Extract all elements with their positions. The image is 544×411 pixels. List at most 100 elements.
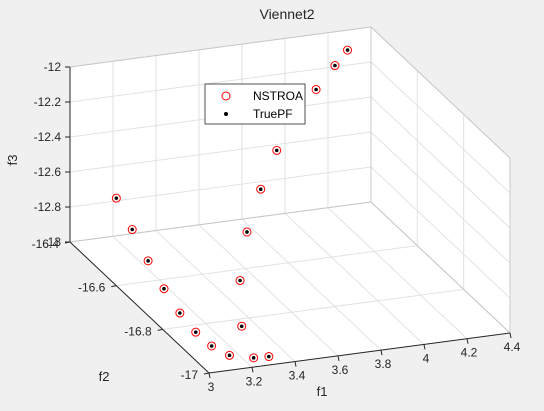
side-gridline-z-1 [370,166,511,299]
side-gridline-z-3 [370,96,511,229]
side-wall-panel [371,27,510,333]
x-tick-mark-0 [208,372,211,379]
floor-gridline-x-2 [155,230,296,362]
floor-gridline-x-6 [327,207,468,340]
x-tick-label-7: 4.4 [504,340,521,354]
floor-gridline-x-3 [198,224,339,357]
point-s0-0 [111,193,121,203]
plot-points [111,45,353,363]
axes-back-panels [69,26,511,374]
back-gridline-z-2 [69,131,372,173]
point-s1-14 [274,148,279,153]
point-s0-13 [256,184,266,194]
z-tick-label-3: -12.4 [34,130,62,144]
legend-label-nstroa: NSTROA [253,89,303,103]
point-s1-7 [227,353,232,358]
back-edge-3 [69,26,372,68]
point-s0-7 [225,350,234,360]
x-tick-mark-3 [337,355,340,361]
point-s0-2 [143,256,153,266]
point-s1-6 [209,344,214,348]
point-s1-12 [245,230,249,234]
point-s0-5 [191,327,201,337]
x-axis-line [208,332,511,374]
z-tick-label-1: -12.8 [34,200,62,214]
back-edge-5 [370,201,511,334]
legend-box [204,83,306,125]
floor-gridline-y-2 [116,245,418,287]
point-s1-9 [267,354,271,359]
z-tick-label-0: -13 [44,235,62,249]
x-tick-label-1: 3.2 [246,374,263,388]
point-s0-14 [272,145,282,155]
point-s0-8 [249,353,259,363]
x-tick-label-4: 3.8 [375,357,392,371]
side-gridline-z-4 [370,61,511,194]
point-s0-10 [237,321,247,331]
point-s0-3 [159,284,169,294]
point-s1-16 [314,87,318,92]
y-axis-line [69,241,210,374]
x-tick-label-0: 3 [208,380,215,394]
x-tick-label-5: 4 [423,351,430,365]
z-tick-label-4: -12.2 [34,95,62,109]
point-s1-10 [239,324,244,329]
side-gridline-z-2 [370,131,511,264]
point-s1-1 [130,227,135,232]
y-axis-label: f2 [99,369,110,384]
y-tick-label-2: -16.6 [78,281,106,295]
back-edge-4 [370,26,511,159]
point-s1-2 [146,259,150,263]
point-s1-17 [333,63,337,68]
x-tick-mark-5 [423,344,426,350]
x-tick-mark-2 [294,361,297,367]
floor-gridline-x-5 [284,213,425,345]
x-tick-label-6: 4.2 [461,346,478,360]
y-tick-mark-1 [157,328,163,331]
point-s0-16 [311,84,321,94]
point-s0-12 [242,227,252,237]
x-tick-mark-1 [251,367,254,373]
point-s0-1 [127,225,137,235]
floor-panel [70,202,510,373]
back-edge-6 [69,201,372,243]
y-tick-label-1: -16.8 [124,324,152,338]
point-s0-4 [175,308,185,318]
floor-gridline-x-4 [241,218,382,351]
point-s1-8 [251,356,256,360]
y-tick-mark-2 [111,285,117,288]
point-s1-0 [114,196,119,200]
point-s1-4 [178,311,182,315]
point-s0-18 [343,45,353,55]
x-tick-mark-7 [509,332,512,339]
legend-label-truepf: TruePF [253,107,293,121]
axis-ticks: 3 3.2 3.4 3.6 3.8 4 4.2 4.4-17-16.8-16.6-16.4-1… [32,60,521,394]
y-tick-label-0: -17 [181,368,199,382]
y-tick-label-3: -16.4 [32,237,60,251]
x-tick-label-2: 3.4 [289,369,306,383]
x-tick-mark-6 [466,338,469,344]
z-axis-label: f3 [5,155,20,166]
point-s1-3 [162,286,166,291]
z-tick-label-2: -12.6 [34,165,62,179]
point-s1-13 [258,187,263,192]
point-s0-6 [207,341,217,351]
point-s0-11 [235,276,245,286]
point-s0-17 [330,61,340,71]
x-axis-label: f1 [317,384,328,399]
z-tick-label-5: -12 [44,60,62,74]
x-tick-label-3: 3.6 [332,363,349,377]
back-wall-panel [70,27,371,242]
y-tick-mark-0 [203,372,210,375]
point-s0-9 [264,352,274,362]
point-s1-5 [193,330,198,334]
legend: NSTROA TruePF [204,83,306,125]
floor-gridline-x-1 [112,235,253,368]
legend-marker-truepf [224,112,228,116]
back-gridline-z-4 [69,61,372,103]
point-s1-18 [345,48,350,52]
point-s1-11 [238,278,242,283]
x-tick-mark-4 [380,350,383,356]
chart-title: Viennet2 [259,6,314,22]
